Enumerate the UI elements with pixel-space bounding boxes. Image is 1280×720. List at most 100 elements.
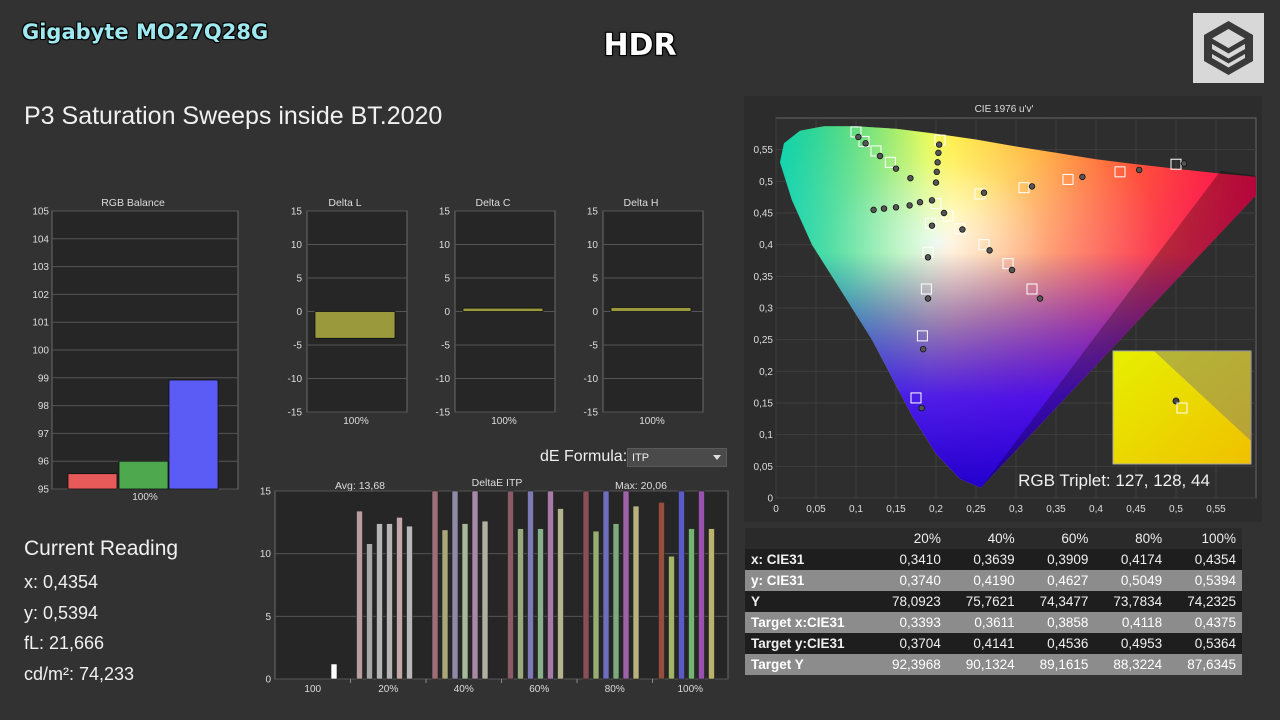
table-cell: 0,5364 bbox=[1168, 633, 1242, 654]
measured-point bbox=[933, 168, 940, 176]
x-tick-label: 0,35 bbox=[1046, 504, 1066, 515]
itp-bar bbox=[471, 490, 479, 680]
y-tick-label: -15 bbox=[584, 408, 599, 419]
target-point bbox=[1114, 166, 1126, 178]
y-tick-label: 0,5 bbox=[759, 177, 773, 188]
y-tick-label: 5 bbox=[592, 274, 598, 285]
itp-bar bbox=[356, 510, 363, 680]
y-tick-label: 0,05 bbox=[754, 462, 774, 473]
table-cell: 0,4375 bbox=[1168, 612, 1242, 633]
measured-point bbox=[928, 197, 936, 204]
y-tick-label: 0 bbox=[265, 675, 271, 686]
row-label: Y bbox=[745, 591, 874, 612]
table-cell: 90,1324 bbox=[946, 654, 1021, 675]
x-tick-label: 20% bbox=[378, 684, 398, 695]
y-tick-label: -15 bbox=[436, 408, 451, 419]
y-tick-label: 10 bbox=[439, 240, 451, 251]
itp-bar bbox=[386, 523, 393, 680]
table-cell: 74,2325 bbox=[1168, 591, 1242, 612]
y-tick-label: 10 bbox=[587, 240, 599, 251]
table-header: 80% bbox=[1094, 528, 1169, 549]
itp-bar bbox=[678, 490, 685, 680]
table-cell: 75,7621 bbox=[946, 591, 1021, 612]
measured-point bbox=[862, 140, 869, 147]
itp-bar bbox=[330, 663, 338, 680]
y-tick-label: 0,35 bbox=[754, 272, 774, 283]
table-cell: 0,4627 bbox=[1020, 570, 1095, 591]
table-row: Target Y 92,3968 90,1324 89,1615 88,3224… bbox=[745, 654, 1242, 675]
table-cell: 0,4354 bbox=[1168, 549, 1242, 570]
target-point bbox=[930, 198, 942, 209]
y-tick-label: -15 bbox=[288, 408, 303, 419]
table-row: x: CIE31 0,3410 0,3639 0,3909 0,4174 0,4… bbox=[745, 549, 1242, 570]
de-formula-select[interactable]: ITP bbox=[627, 448, 727, 467]
itp-bar bbox=[517, 528, 524, 680]
y-tick-label: 0 bbox=[592, 307, 598, 318]
deltae-itp-chart: Avg: 13,68 DeltaE ITP Max: 20,06 0 5 10 15 1… bbox=[260, 477, 729, 695]
itp-bar bbox=[582, 490, 590, 680]
y-tick-label: 0,1 bbox=[759, 430, 773, 441]
y-tick-label: 95 bbox=[38, 485, 50, 496]
itp-bar bbox=[406, 525, 413, 680]
itp-bar bbox=[527, 490, 534, 680]
y-tick-label: 104 bbox=[32, 234, 49, 245]
current-x: x: 0,4354 bbox=[24, 572, 99, 592]
target-point bbox=[916, 330, 928, 342]
y-tick-label: 15 bbox=[291, 207, 303, 218]
table-cell: 92,3968 bbox=[873, 654, 947, 675]
delta-l-chart: Delta L -15 -10 -5 0 5 10 15 100% bbox=[288, 197, 408, 427]
row-label: Target Y bbox=[745, 654, 874, 675]
target-point bbox=[1002, 258, 1014, 270]
target-point bbox=[978, 239, 990, 251]
measured-point bbox=[935, 141, 943, 148]
x-tick-label: 0,1 bbox=[849, 504, 863, 515]
rgb-balance-xlabel: 100% bbox=[132, 492, 158, 503]
target-point bbox=[1062, 173, 1074, 185]
target-point bbox=[1026, 283, 1038, 295]
table-cell: 0,4141 bbox=[946, 633, 1021, 654]
delta-h-xlabel: 100% bbox=[639, 416, 665, 427]
itp-bar bbox=[451, 490, 459, 680]
y-tick-label: 0,55 bbox=[754, 145, 774, 156]
brand-title: Gigabyte MO27Q28G bbox=[22, 20, 269, 44]
x-tick-label: 80% bbox=[605, 684, 625, 695]
measured-point bbox=[1028, 183, 1036, 190]
measured-point bbox=[919, 345, 927, 353]
row-label: Target x:CIE31 bbox=[745, 612, 874, 633]
x-tick-label: 0,3 bbox=[1009, 504, 1023, 515]
color-swatch-inset bbox=[1112, 350, 1252, 465]
y-tick-label: 97 bbox=[38, 429, 50, 440]
y-tick-label: 10 bbox=[291, 240, 303, 251]
y-tick-label: -10 bbox=[288, 374, 303, 385]
table-cell: 0,5049 bbox=[1094, 570, 1169, 591]
de-formula-value: ITP bbox=[632, 452, 650, 464]
x-tick-label: 0,4 bbox=[1089, 504, 1103, 515]
y-tick-label: 15 bbox=[260, 487, 272, 498]
itp-bar bbox=[708, 528, 715, 680]
table-cell: 0,3410 bbox=[873, 549, 947, 570]
itp-bar bbox=[537, 528, 544, 680]
y-tick-label: 5 bbox=[296, 274, 302, 285]
delta-bar bbox=[462, 307, 544, 312]
table-cell: 87,6345 bbox=[1168, 654, 1242, 675]
measured-point bbox=[959, 226, 966, 233]
row-label: y: CIE31 bbox=[745, 570, 874, 591]
measured-point bbox=[1036, 295, 1044, 302]
measured-point bbox=[907, 174, 914, 182]
measured-point bbox=[924, 254, 932, 261]
delta-l-title: Delta L bbox=[328, 197, 361, 209]
measured-point bbox=[916, 199, 924, 206]
y-tick-label: 0 bbox=[767, 494, 773, 505]
cie-title: CIE 1976 u'v' bbox=[975, 104, 1034, 115]
x-tick-label: 0,15 bbox=[886, 504, 906, 515]
itp-bar bbox=[592, 530, 600, 680]
y-tick-label: 15 bbox=[587, 207, 599, 218]
current-fl: fL: 21,666 bbox=[24, 633, 105, 653]
current-reading-title: Current Reading bbox=[24, 537, 179, 560]
y-tick-label: 98 bbox=[38, 401, 50, 412]
x-tick-label: 40% bbox=[454, 684, 474, 695]
target-point bbox=[858, 135, 870, 147]
itp-bar bbox=[376, 523, 383, 680]
y-tick-label: 0,15 bbox=[754, 399, 774, 410]
target-point bbox=[910, 392, 922, 404]
